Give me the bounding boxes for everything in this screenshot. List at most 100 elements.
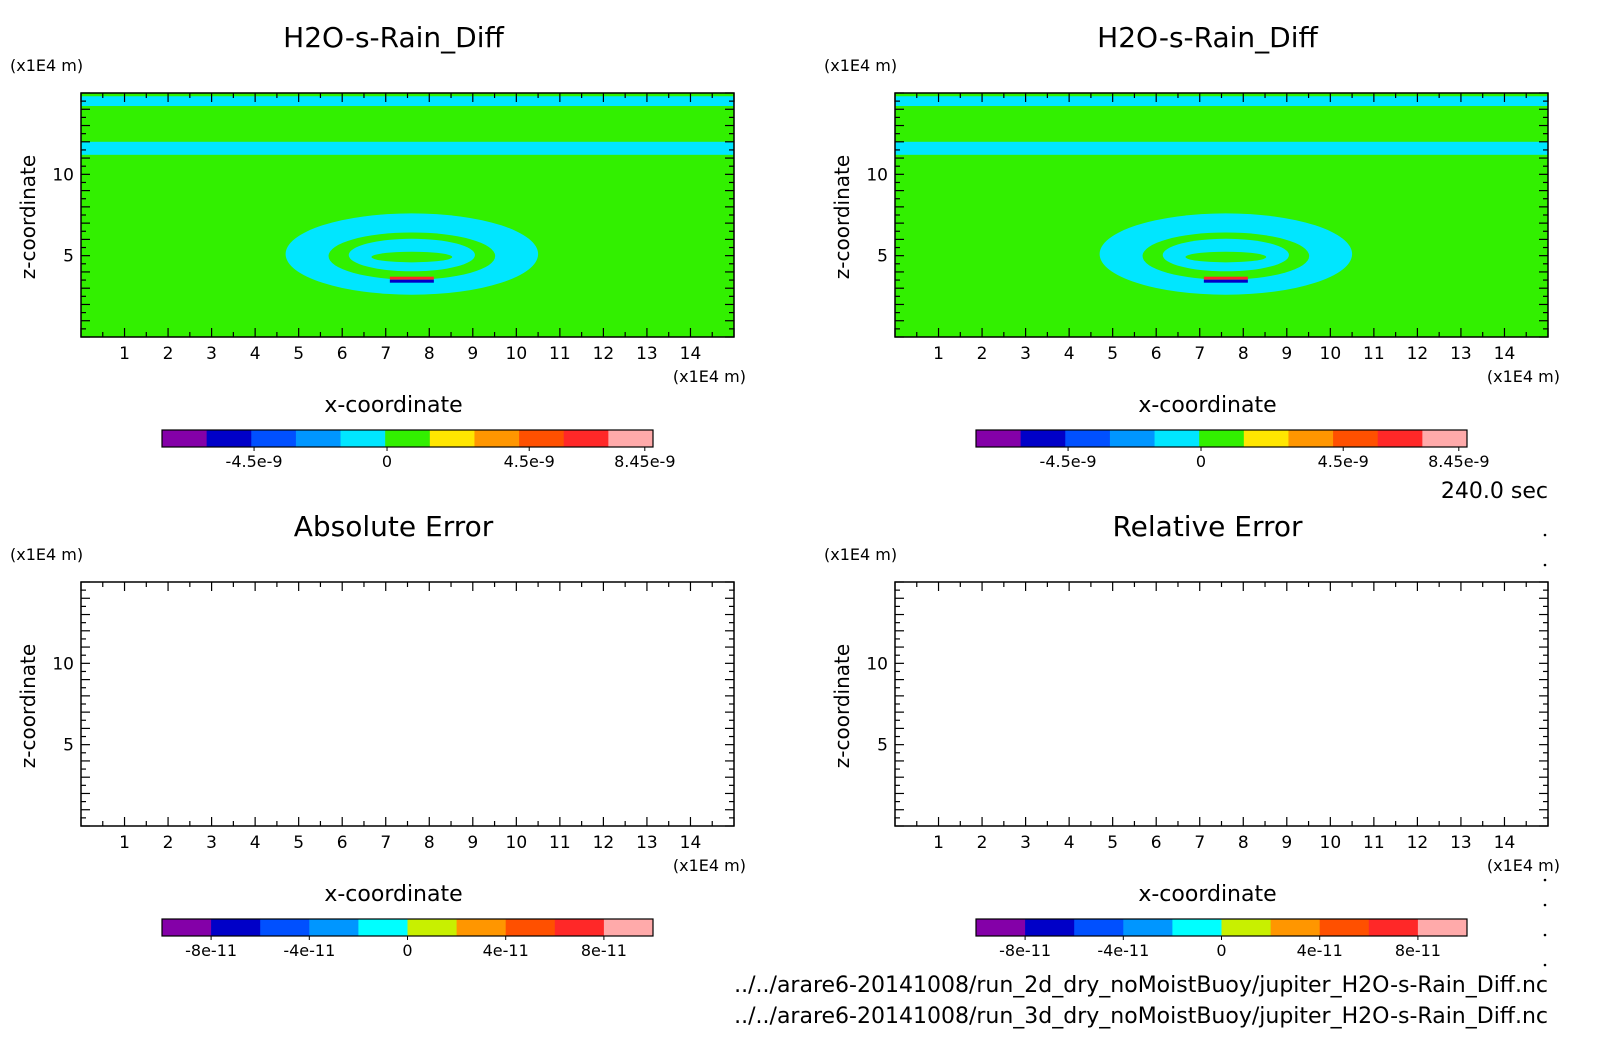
- x-tick-label: 4: [1064, 344, 1075, 364]
- colorbar-tick-label: 4e-11: [1297, 941, 1343, 960]
- colorbar-tick-label: -4e-11: [283, 941, 335, 960]
- x-tick-label: 13: [636, 833, 658, 853]
- x-tick-label: 7: [380, 344, 391, 364]
- colorbar-swatch: [1172, 919, 1222, 936]
- colorbar-tick-label: -4.5e-9: [1040, 452, 1097, 471]
- colorbar-swatch: [309, 919, 359, 936]
- colorbar-tick-label: 0: [1196, 452, 1206, 471]
- x-tick-label: 5: [1107, 344, 1118, 364]
- colorbar-tick-label: 0: [402, 941, 412, 960]
- x-tick-label: 6: [1151, 833, 1162, 853]
- colorbar-tick-label: 4e-11: [483, 941, 529, 960]
- x-tick-label: 8: [424, 833, 435, 853]
- field-core-neg: [389, 279, 434, 283]
- y-tick-label: 10: [52, 165, 74, 185]
- x-tick-label: 4: [1064, 833, 1075, 853]
- y-unit-label: (x1E4 m): [10, 56, 83, 75]
- chart-title: Relative Error: [1112, 510, 1303, 543]
- y-unit-label: (x1E4 m): [824, 56, 897, 75]
- x-tick-label: 12: [593, 833, 615, 853]
- field-anomaly-center: [371, 251, 453, 263]
- field-band-1: [895, 96, 1548, 107]
- colorbar-tick-label: 0: [382, 452, 392, 471]
- colorbar-swatch: [608, 430, 654, 447]
- y-tick-label: 5: [63, 247, 74, 267]
- x-tick-label: 9: [467, 344, 478, 364]
- colorbar-swatch: [1025, 919, 1075, 936]
- colorbar-swatch: [1333, 430, 1379, 447]
- x-tick-label: 8: [1238, 833, 1249, 853]
- x-tick-label: 4: [250, 344, 261, 364]
- y-tick-label: 5: [63, 736, 74, 756]
- colorbar-swatch: [1422, 430, 1468, 447]
- y-unit-label: (x1E4 m): [10, 545, 83, 564]
- colorbar-swatch: [251, 430, 297, 447]
- colorbar-swatch: [385, 430, 431, 447]
- x-tick-label: 3: [206, 344, 217, 364]
- colorbar-swatch: [1221, 919, 1272, 936]
- x-tick-label: 7: [1194, 833, 1205, 853]
- y-axis-label: z-coordinate: [830, 155, 854, 279]
- colorbar-tick-label: 0: [1216, 941, 1226, 960]
- colorbar-tick-label: 8.45e-9: [614, 452, 675, 471]
- y-axis-label: z-coordinate: [16, 644, 40, 768]
- colorbar-tick-label: -8e-11: [999, 941, 1051, 960]
- x-tick-label: 3: [1020, 833, 1031, 853]
- y-tick-label: 5: [877, 247, 888, 267]
- colorbar-swatch: [976, 919, 1026, 936]
- colorbar-tick-label: 8.45e-9: [1428, 452, 1489, 471]
- x-tick-label: 3: [206, 833, 217, 853]
- x-tick-label: 14: [680, 833, 702, 853]
- x-tick-label: 12: [1407, 833, 1429, 853]
- x-tick-label: 10: [506, 344, 528, 364]
- colorbar-swatch: [1199, 430, 1245, 447]
- chart-panel-3: Absolute Error(x1E4 m)1 2 3 4 5 6 7 8 9 10 11 12 13 1…: [10, 510, 746, 960]
- colorbar: -8e-11 -4e-11 0 4e-11 8e-11: [975, 918, 1468, 960]
- colorbar-swatch: [1243, 430, 1289, 447]
- chart-title: H2O-s-Rain_Diff: [283, 21, 504, 54]
- y-tick-label: 5: [877, 736, 888, 756]
- x-tick-label: 11: [549, 344, 571, 364]
- x-tick-label: 9: [467, 833, 478, 853]
- x-tick-label: 2: [163, 833, 174, 853]
- x-tick-label: 5: [293, 344, 304, 364]
- x-tick-label: 1: [119, 833, 130, 853]
- x-tick-label: 14: [1494, 344, 1516, 364]
- margin-dots: [1543, 533, 1547, 967]
- chart-panel-1: H2O-s-Rain_Diff(x1E4 m)1 2 3 4 5 6 7 8 9 10 11 12 13…: [10, 21, 746, 471]
- colorbar-swatch: [1074, 919, 1124, 936]
- colorbar-swatch: [603, 919, 654, 936]
- x-tick-label: 10: [506, 833, 528, 853]
- field-band-2: [895, 141, 1548, 155]
- colorbar-swatch: [1288, 430, 1334, 447]
- x-tick-label: 11: [1363, 833, 1385, 853]
- x-tick-label: 13: [1450, 833, 1472, 853]
- x-tick-label: 12: [1407, 344, 1429, 364]
- colorbar-swatch: [1109, 430, 1156, 447]
- heatmap-field: [895, 93, 1548, 337]
- y-tick-label: 10: [866, 165, 888, 185]
- colorbar-swatch: [474, 430, 520, 447]
- x-axis-label: x-coordinate: [1138, 393, 1276, 418]
- colorbar-swatch: [1065, 430, 1111, 447]
- x-tick-label: 6: [337, 344, 348, 364]
- x-tick-label: 10: [1320, 833, 1342, 853]
- x-tick-label: 1: [119, 344, 130, 364]
- heatmap-field: [81, 93, 734, 337]
- x-tick-label: 6: [337, 833, 348, 853]
- field-core-pos: [389, 276, 434, 280]
- colorbar-swatch: [1154, 430, 1200, 447]
- colorbar-swatch: [295, 430, 342, 447]
- colorbar-swatch: [1377, 430, 1423, 447]
- colorbar-tick-label: 8e-11: [581, 941, 627, 960]
- x-unit-label: (x1E4 m): [1487, 367, 1560, 386]
- x-tick-label: 13: [1450, 344, 1472, 364]
- x-tick-label: 5: [1107, 833, 1118, 853]
- x-tick-label: 2: [977, 833, 988, 853]
- x-tick-label: 8: [424, 344, 435, 364]
- x-tick-label: 9: [1281, 344, 1292, 364]
- y-unit-label: (x1E4 m): [824, 545, 897, 564]
- colorbar-swatch: [211, 919, 261, 936]
- colorbar-swatch: [554, 919, 605, 936]
